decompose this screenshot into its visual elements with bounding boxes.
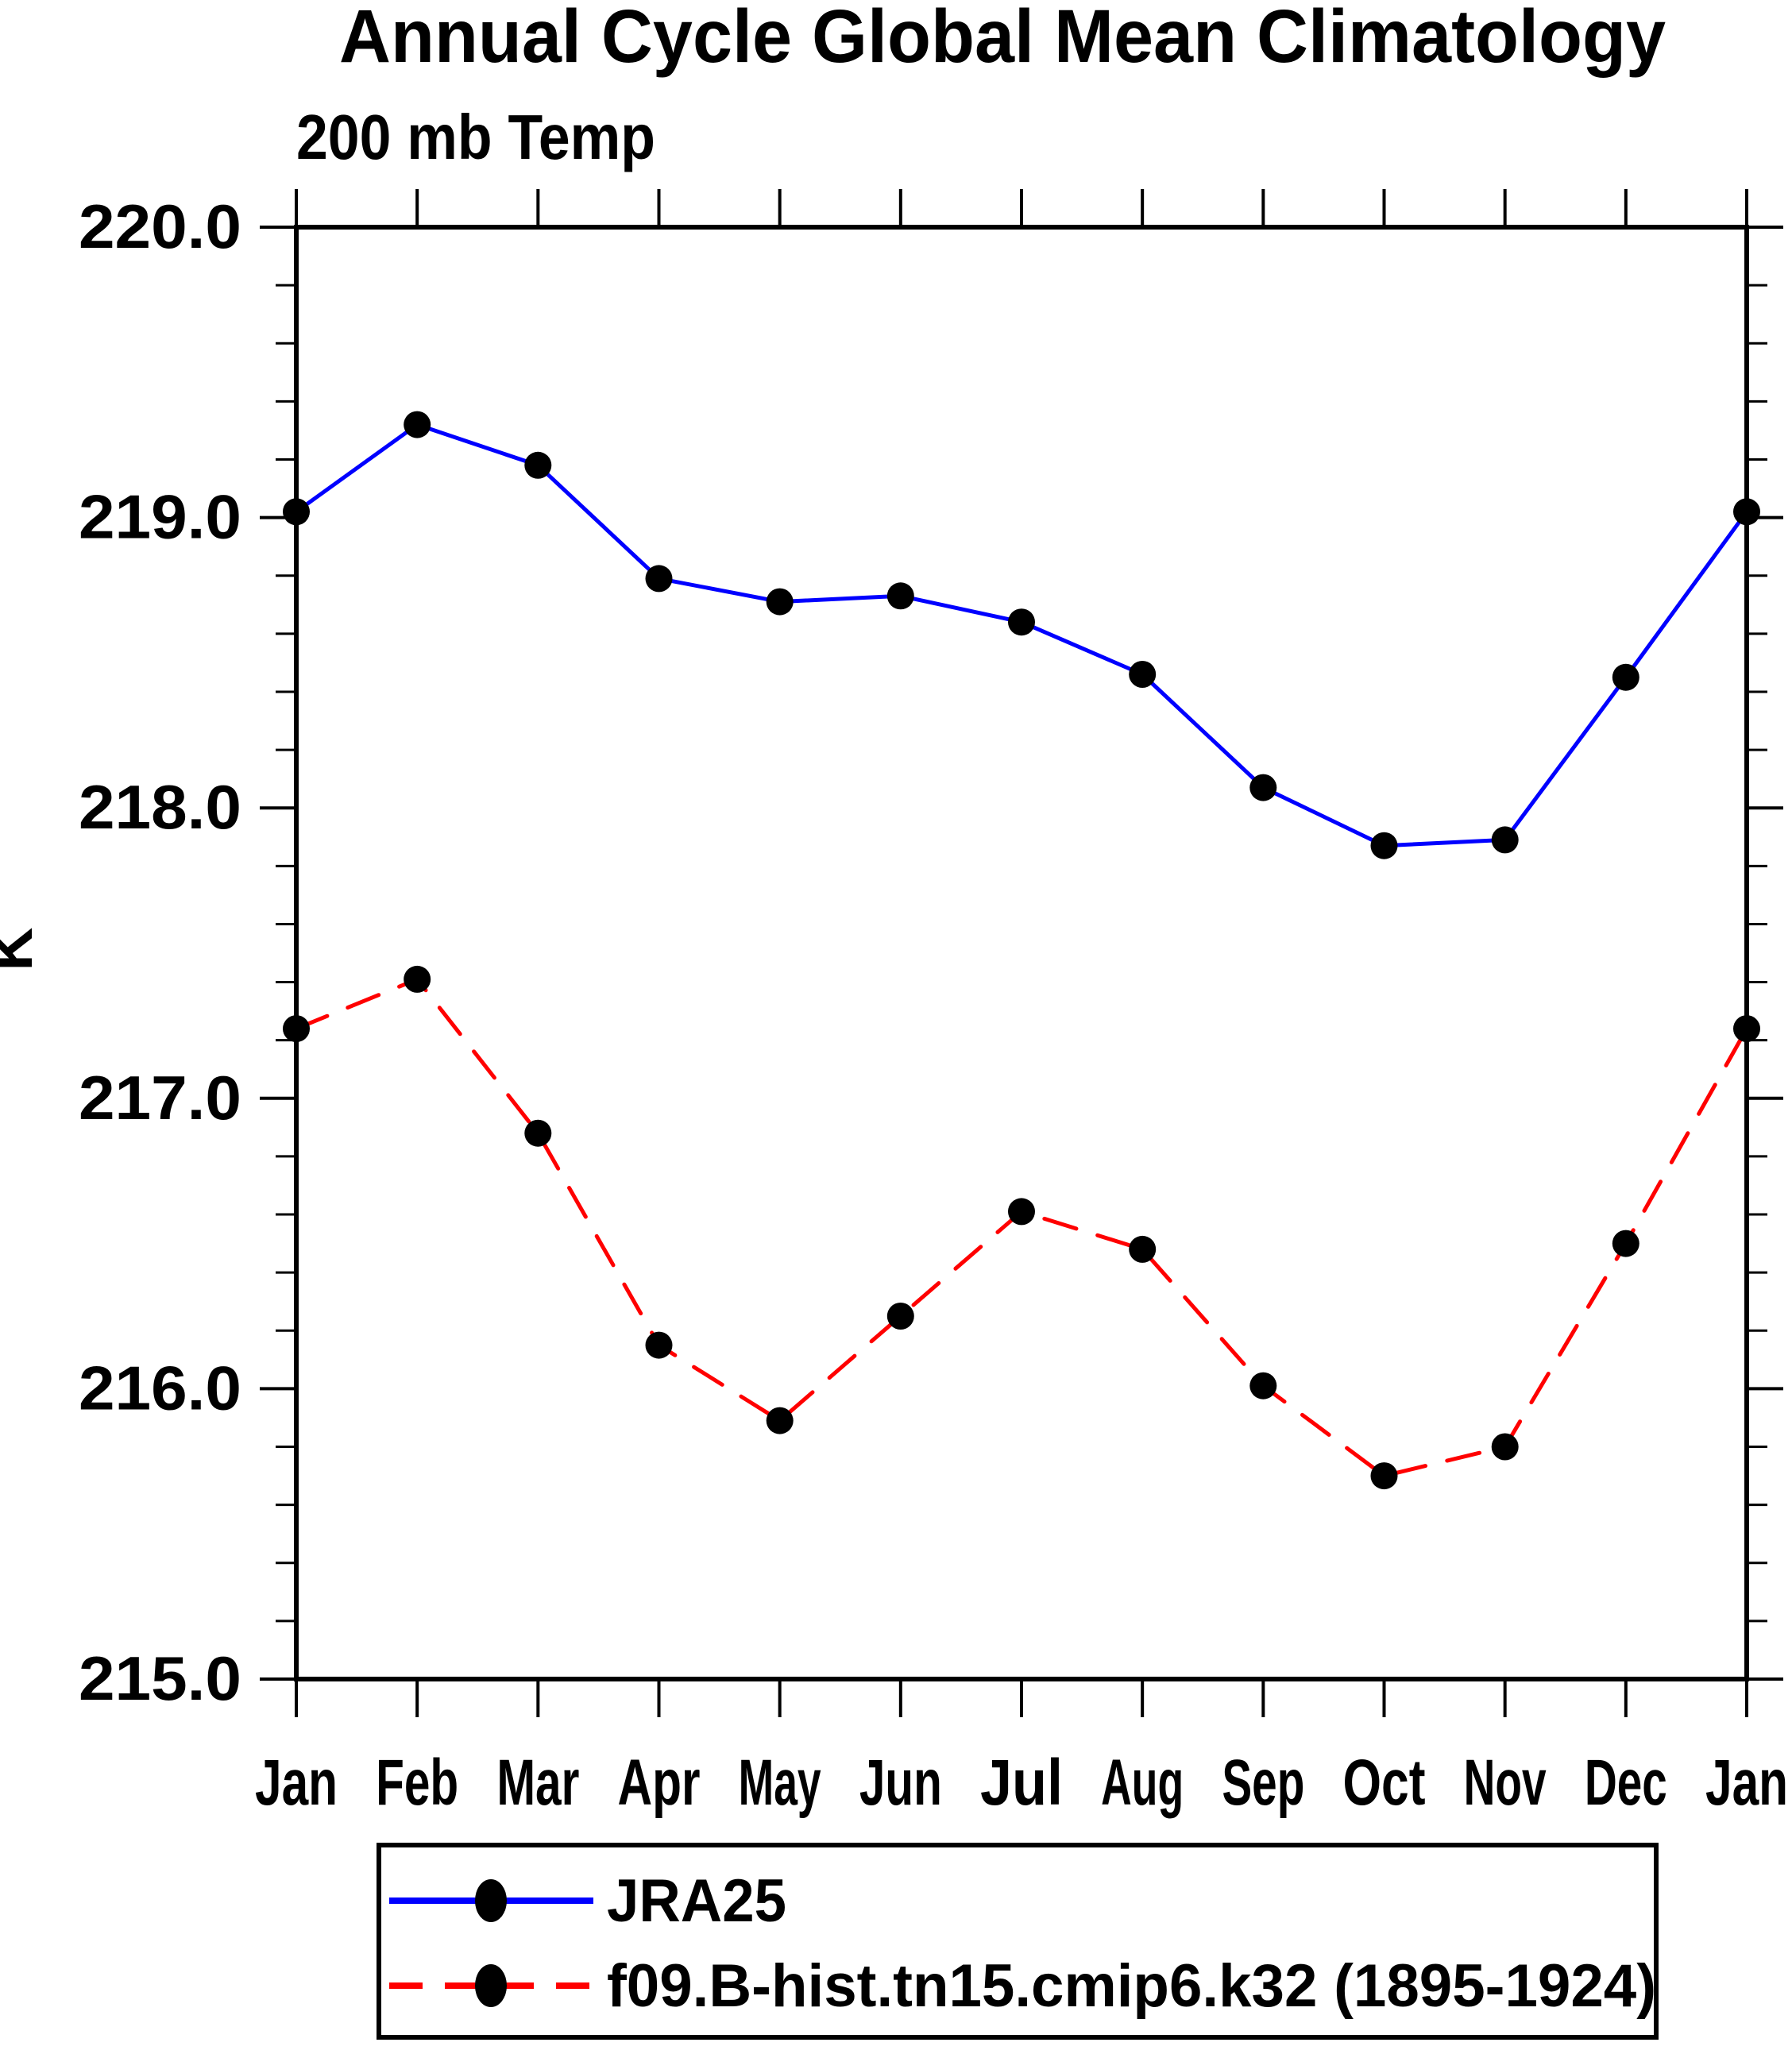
x-tick-label: Jan xyxy=(1705,1747,1788,1819)
y-tick-label: 217.0 xyxy=(79,1063,241,1133)
data-point-marker xyxy=(404,965,431,993)
data-point-marker xyxy=(1008,608,1035,636)
x-tick-label: Dec xyxy=(1585,1747,1667,1819)
x-tick-label: Aug xyxy=(1101,1747,1184,1819)
y-tick-label: 219.0 xyxy=(79,482,241,552)
axis-ticks xyxy=(260,189,1783,1717)
x-tick-label: Jun xyxy=(859,1747,942,1819)
data-point-marker xyxy=(645,1331,673,1359)
data-point-marker xyxy=(1370,1462,1398,1490)
x-tick-label: Mar xyxy=(496,1747,579,1819)
data-point-marker xyxy=(404,411,431,438)
series-layer xyxy=(283,411,1760,1490)
x-tick-label: Apr xyxy=(618,1747,701,1819)
legend: JRA25 f09.B-hist.tn15.cmip6.k32 (1895-19… xyxy=(377,1843,1659,2040)
data-point-marker xyxy=(283,1015,310,1043)
data-point-marker xyxy=(766,1407,794,1434)
x-tick-label: May xyxy=(739,1747,821,1819)
data-point-marker xyxy=(1491,826,1519,854)
data-point-marker xyxy=(1370,832,1398,859)
data-point-marker xyxy=(1249,774,1277,801)
legend-marker-dot-jra25 xyxy=(475,1879,507,1922)
plot-frame xyxy=(294,225,1749,1681)
data-point-marker xyxy=(886,582,914,610)
chart-title: Annual Cycle Global Mean Climatology xyxy=(339,0,1666,79)
y-axis-label: K xyxy=(0,927,45,971)
data-point-marker xyxy=(1612,663,1639,691)
y-tick-label: 218.0 xyxy=(79,772,241,842)
x-tick-label: Jul xyxy=(980,1747,1063,1819)
series-line-1 xyxy=(294,977,1749,1478)
y-tick-label: 216.0 xyxy=(79,1353,241,1423)
x-tick-label: Jan xyxy=(255,1747,338,1819)
y-tick-label: 220.0 xyxy=(79,191,241,261)
data-point-marker xyxy=(886,1303,914,1330)
y-axis-tick-labels: 220.0 219.0 218.0 217.0 216.0 215.0 xyxy=(79,191,241,1713)
data-point-marker xyxy=(1008,1198,1035,1226)
chart-subtitle: 200 mb Temp xyxy=(296,102,655,172)
data-point-marker xyxy=(524,451,552,479)
legend-marker-dot-model xyxy=(475,1964,507,2007)
x-tick-label: Oct xyxy=(1343,1747,1426,1819)
data-point-marker xyxy=(1249,1372,1277,1399)
data-point-marker xyxy=(766,588,794,616)
data-point-marker xyxy=(1491,1433,1519,1461)
legend-label-jra25: JRA25 xyxy=(607,1867,786,1935)
data-point-marker xyxy=(1612,1230,1639,1257)
legend-label-model: f09.B-hist.tn15.cmip6.k32 (1895-1924) xyxy=(607,1952,1656,2020)
data-point-marker xyxy=(1129,1235,1157,1263)
data-point-marker xyxy=(1733,498,1760,526)
data-point-marker xyxy=(645,565,673,593)
y-tick-label: 215.0 xyxy=(79,1643,241,1713)
data-point-marker xyxy=(1733,1015,1760,1043)
data-point-marker xyxy=(524,1119,552,1147)
data-point-marker xyxy=(283,498,310,526)
legend-box xyxy=(377,1843,1659,2040)
x-tick-label: Feb xyxy=(376,1747,458,1819)
x-tick-label: Nov xyxy=(1464,1747,1547,1819)
x-tick-label: Sep xyxy=(1222,1747,1304,1819)
data-point-marker xyxy=(1129,661,1157,688)
x-axis-tick-labels: Jan Feb Mar Apr May Jun Jul Aug Sep Oct Nov Dec Jan xyxy=(255,1747,1788,1819)
